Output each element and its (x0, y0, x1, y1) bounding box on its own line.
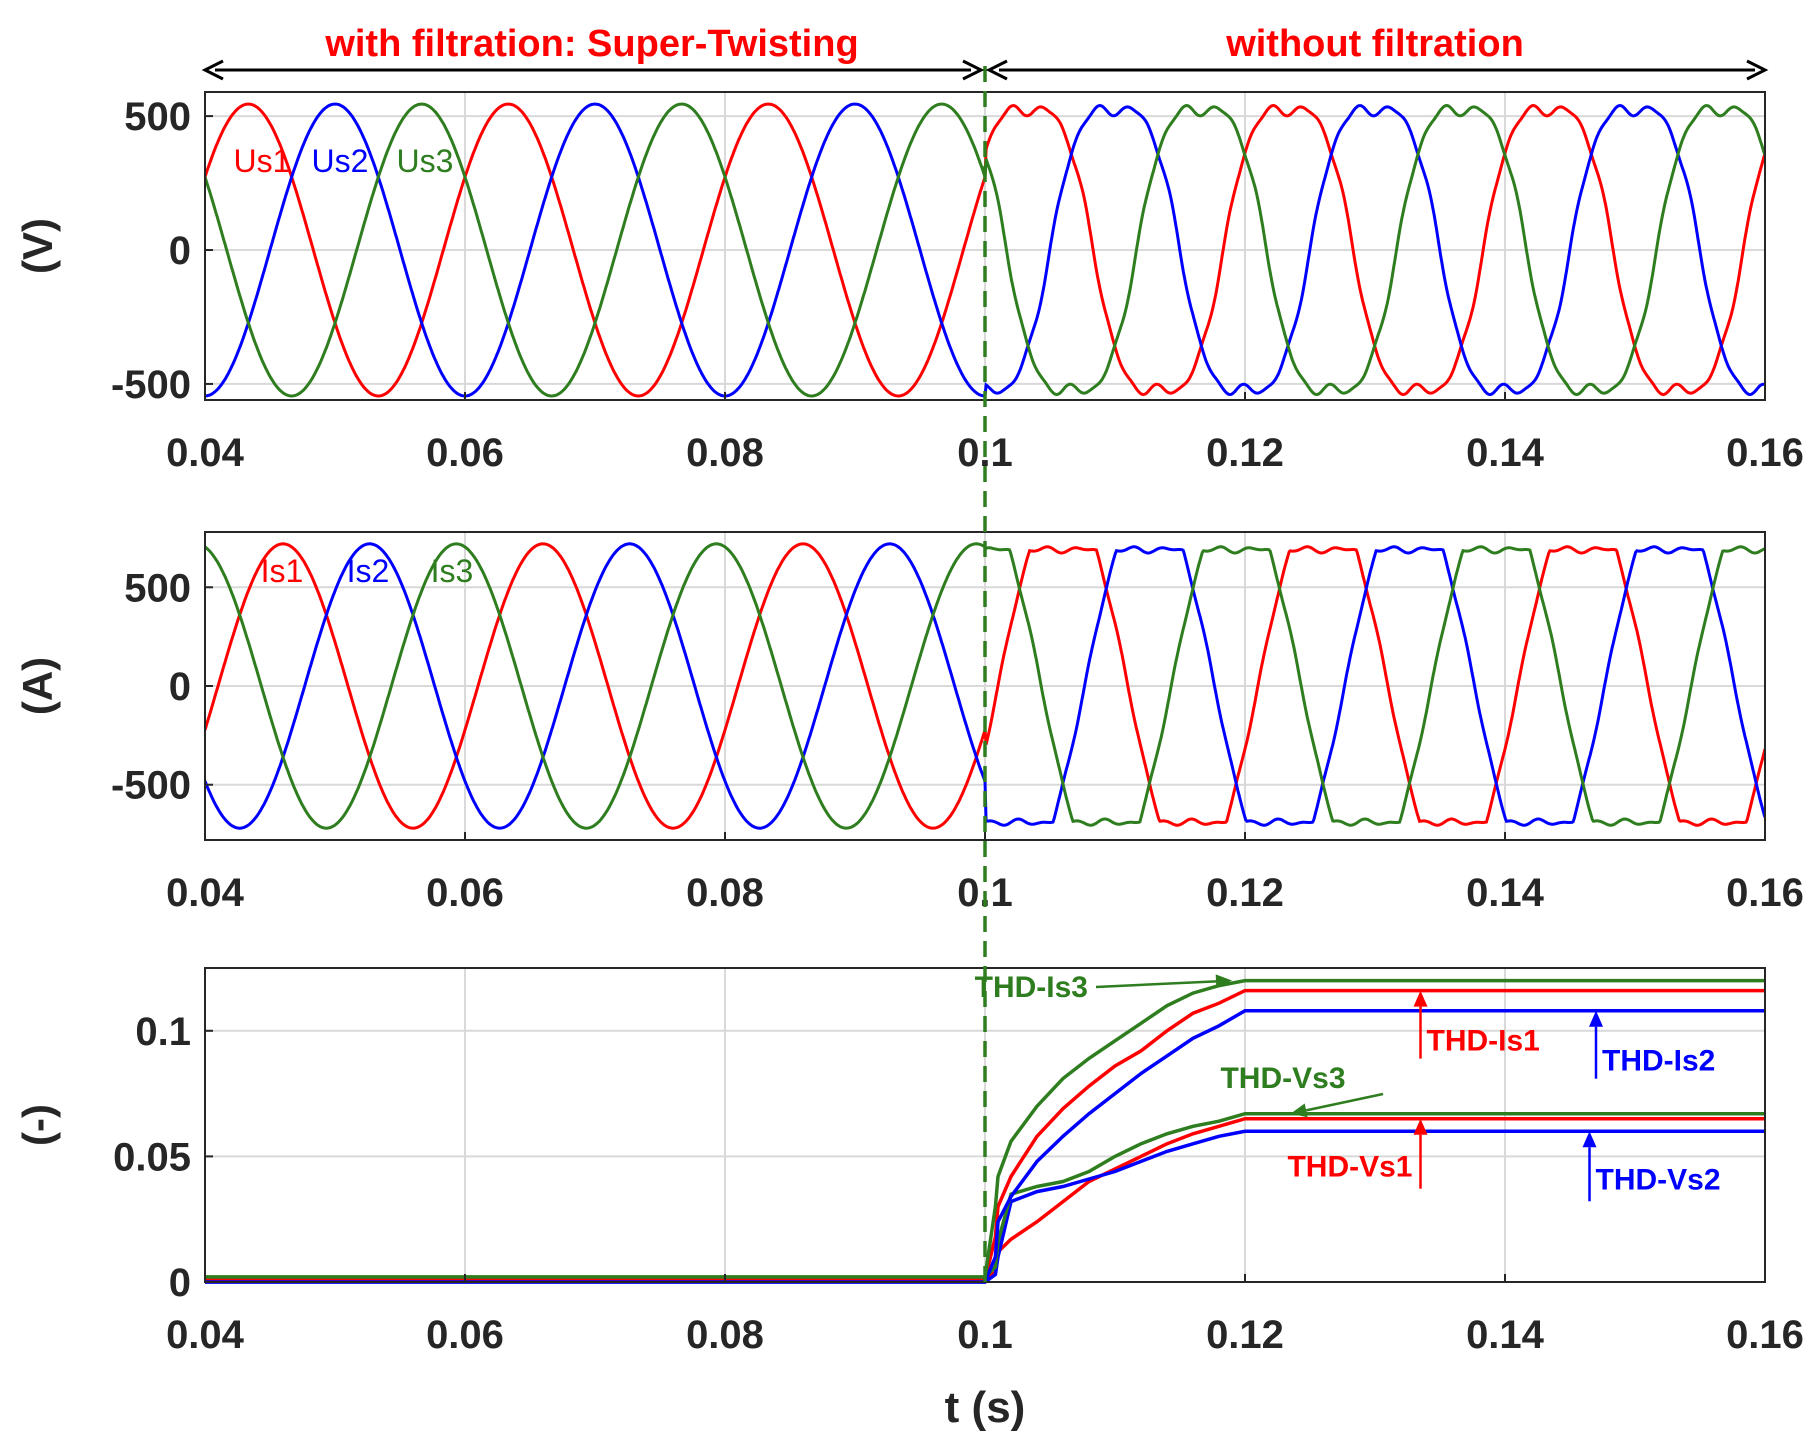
current-ylabel: (A) (14, 657, 61, 715)
thd-xtick-label: 0.06 (426, 1313, 504, 1357)
annotation-THD-Vs3: THD-Vs3 (1220, 1062, 1345, 1095)
annotation-THD-Is3: THD-Is3 (975, 971, 1088, 1004)
current-ytick-label: -500 (111, 764, 191, 808)
current-xtick-label: 0.06 (426, 871, 504, 915)
label-Us1: Us1 (234, 143, 291, 179)
chart-panels: Us1 Us2 Us3 0.04 0.06 0.08 0.1 0.12 0.14 0.16 -500… (14, 91, 1804, 1432)
voltage-ytick-label: 0 (169, 229, 191, 273)
current-ytick-label: 500 (124, 566, 191, 610)
current-ytick-label: 0 (169, 665, 191, 709)
arrowhead-THD-Vs1 (1413, 1118, 1428, 1135)
thd-ytick-label: 0 (169, 1261, 191, 1305)
label-Is3: Is3 (431, 553, 474, 589)
overlay (201, 59, 1769, 1282)
annotation-THD-Is2: THD-Is2 (1602, 1045, 1715, 1078)
voltage-xtick-label: 0.04 (166, 431, 245, 475)
thd-xtick-label: 0.12 (1206, 1313, 1284, 1357)
arrowhead-THD-Is3 (1215, 974, 1232, 989)
thd-ytick-label: 0.05 (113, 1135, 191, 1179)
arrowhead-THD-Is1 (1413, 990, 1428, 1007)
annotation-THD-Vs1: THD-Vs1 (1287, 1151, 1412, 1184)
voltage-ylabel: (V) (14, 218, 61, 274)
voltage-ytick-label: 500 (124, 95, 191, 139)
arrowhead-THD-Vs2 (1582, 1131, 1597, 1148)
banner-left-arrow (201, 59, 985, 81)
voltage-xtick-label: 0.08 (686, 431, 764, 475)
thd-xtick-label: 0.1 (957, 1313, 1013, 1357)
arrow-THD-Vs3 (1305, 1092, 1384, 1112)
voltage-ytick-label: -500 (111, 363, 191, 407)
current-xtick-label: 0.08 (686, 871, 764, 915)
thd-xtick-label: 0.08 (686, 1313, 764, 1357)
banner-right-arrow (985, 59, 1769, 81)
thd-ytick-label: 0.1 (135, 1010, 191, 1054)
label-Is1: Is1 (261, 553, 304, 589)
arrowhead-THD-Vs3 (1290, 1103, 1308, 1118)
voltage-xtick-label: 0.12 (1206, 431, 1284, 475)
annotation-THD-Is1: THD-Is1 (1427, 1025, 1540, 1058)
thd-xlabel: t (s) (945, 1383, 1026, 1432)
voltage-xtick-label: 0.16 (1726, 431, 1804, 475)
voltage-xtick-label: 0.06 (426, 431, 504, 475)
label-Us3: Us3 (397, 143, 454, 179)
series-THD-Is3 (205, 978, 1765, 1279)
thd-xtick-label: 0.14 (1466, 1313, 1545, 1357)
label-Us2: Us2 (312, 143, 369, 179)
banner-right-label: without filtration (1225, 23, 1524, 65)
thd-panel: THD-Is3 THD-Is1 THD-Is2 THD-Vs3 THD-Vs1 THD-V… (14, 967, 1804, 1432)
series-THD-Vs2 (205, 1129, 1765, 1284)
current-xtick-label: 0.12 (1206, 871, 1284, 915)
banner-left-label: with filtration: Super-Twisting (324, 23, 858, 65)
current-xtick-label: 0.14 (1466, 871, 1545, 915)
label-Is2: Is2 (347, 553, 390, 589)
current-xtick-label: 0.16 (1726, 871, 1804, 915)
current-xtick-label: 0.04 (166, 871, 245, 915)
voltage-xtick-label: 0.14 (1466, 431, 1545, 475)
annotation-THD-Vs2: THD-Vs2 (1596, 1163, 1721, 1196)
filtration-banner: with filtration: Super-Twisting without … (324, 23, 1523, 65)
series-THD-Is2 (205, 1008, 1765, 1284)
arrowhead-THD-Is2 (1589, 1010, 1603, 1027)
thd-ylabel: (-) (14, 1104, 61, 1146)
arrow-THD-Is3 (1095, 980, 1217, 989)
thd-xtick-label: 0.04 (166, 1313, 245, 1357)
thd-xtick-label: 0.16 (1726, 1313, 1804, 1357)
